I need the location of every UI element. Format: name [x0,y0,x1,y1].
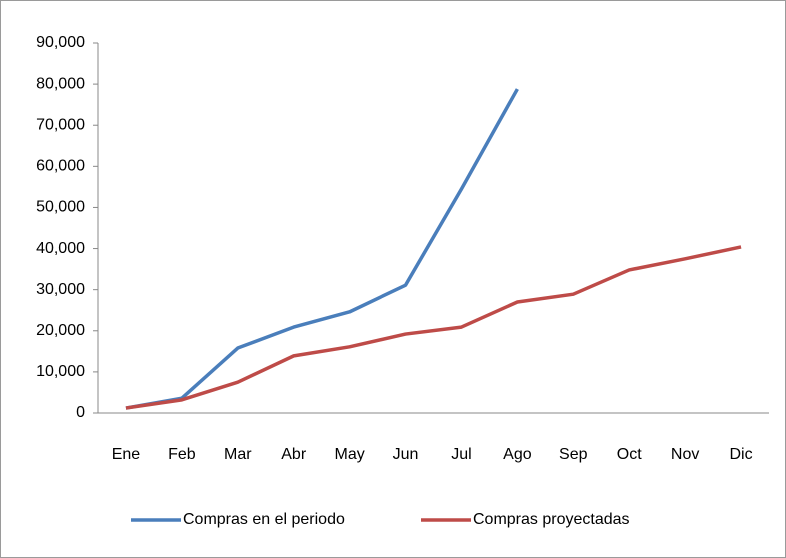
x-tick-label: Mar [224,446,252,463]
x-tick-label: Feb [168,446,196,463]
x-tick-label: Nov [671,446,699,463]
series-line [125,245,742,410]
y-tick-label: 80,000 [36,75,85,92]
y-tick-label: 50,000 [36,199,85,216]
x-tick-label: Jun [393,446,419,463]
y-tick-label: 30,000 [36,281,85,298]
y-tick-label: 40,000 [36,240,85,257]
y-tick-label: 70,000 [36,116,85,133]
x-tick-label: Dic [729,446,752,463]
y-tick-label: 20,000 [36,322,85,339]
legend-label: Compras proyectadas [473,511,630,528]
x-tick-label: Oct [617,446,642,463]
series-line [125,88,519,410]
x-tick-label: Ago [503,446,532,463]
x-tick-label: May [335,446,365,463]
y-tick-label: 90,000 [36,34,85,51]
y-tick-label: 10,000 [36,363,85,380]
legend-label: Compras en el periodo [183,511,345,528]
y-tick-label: 0 [76,404,85,421]
x-tick-label: Abr [281,446,307,463]
x-tick-label: Sep [559,446,588,463]
x-tick-label: Ene [112,446,141,463]
y-tick-label: 60,000 [36,158,85,175]
x-tick-label: Jul [451,446,471,463]
